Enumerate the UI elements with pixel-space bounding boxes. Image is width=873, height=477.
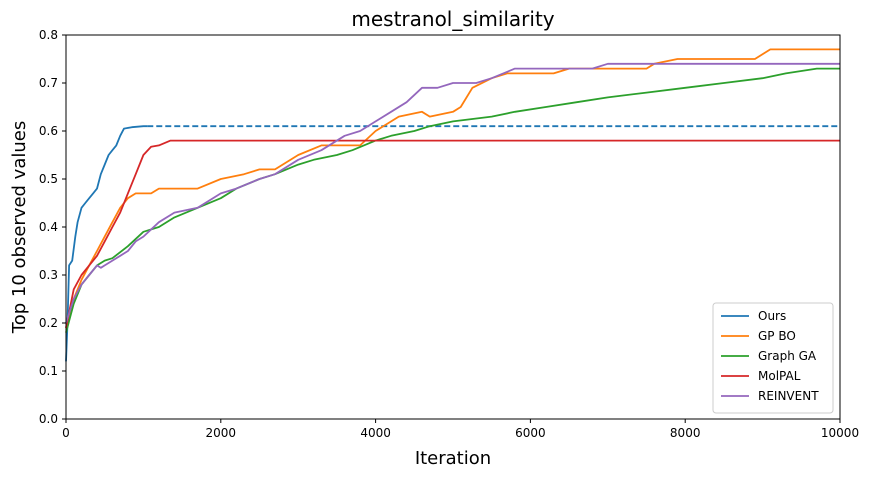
- y-tick-label: 0.3: [39, 268, 58, 282]
- y-axis-label: Top 10 observed values: [9, 121, 30, 334]
- x-axis-label: Iteration: [415, 448, 491, 469]
- x-tick-label: 6000: [515, 426, 546, 440]
- y-tick-label: 0.6: [39, 124, 58, 138]
- y-tick-label: 0.2: [39, 316, 58, 330]
- legend-label-gp-bo: GP BO: [758, 329, 796, 343]
- legend-label-graph-ga: Graph GA: [758, 349, 817, 363]
- x-axis-ticks: 0 2000 4000 6000 8000 10000: [62, 419, 859, 440]
- chart-title: mestranol_similarity: [351, 7, 554, 31]
- y-tick-label: 0.0: [39, 412, 58, 426]
- y-tick-label: 0.8: [39, 28, 58, 42]
- y-tick-label: 0.4: [39, 220, 58, 234]
- x-tick-label: 10000: [821, 426, 859, 440]
- legend-label-ours: Ours: [758, 309, 786, 323]
- x-tick-label: 8000: [670, 426, 701, 440]
- series-line-reinvent: [65, 62, 840, 324]
- x-tick-label: 4000: [360, 426, 391, 440]
- x-tick-label: 0: [62, 426, 70, 440]
- x-tick-label: 2000: [206, 426, 237, 440]
- series-line-graph-ga: [65, 67, 840, 333]
- series-line-ours: [65, 125, 148, 362]
- legend-label-molpal: MolPAL: [758, 369, 801, 383]
- legend-label-reinvent: REINVENT: [758, 389, 819, 403]
- series-line-molpal: [65, 139, 840, 328]
- legend: Ours GP BO Graph GA MolPAL REINVENT: [712, 302, 834, 414]
- legend-box: [712, 302, 834, 414]
- y-tick-label: 0.5: [39, 172, 58, 186]
- y-axis-ticks: 0.0 0.1 0.2 0.3 0.4 0.5 0.6 0.7 0.8: [39, 28, 66, 426]
- plot-area: [65, 48, 840, 362]
- y-tick-label: 0.1: [39, 364, 58, 378]
- y-tick-label: 0.7: [39, 76, 58, 90]
